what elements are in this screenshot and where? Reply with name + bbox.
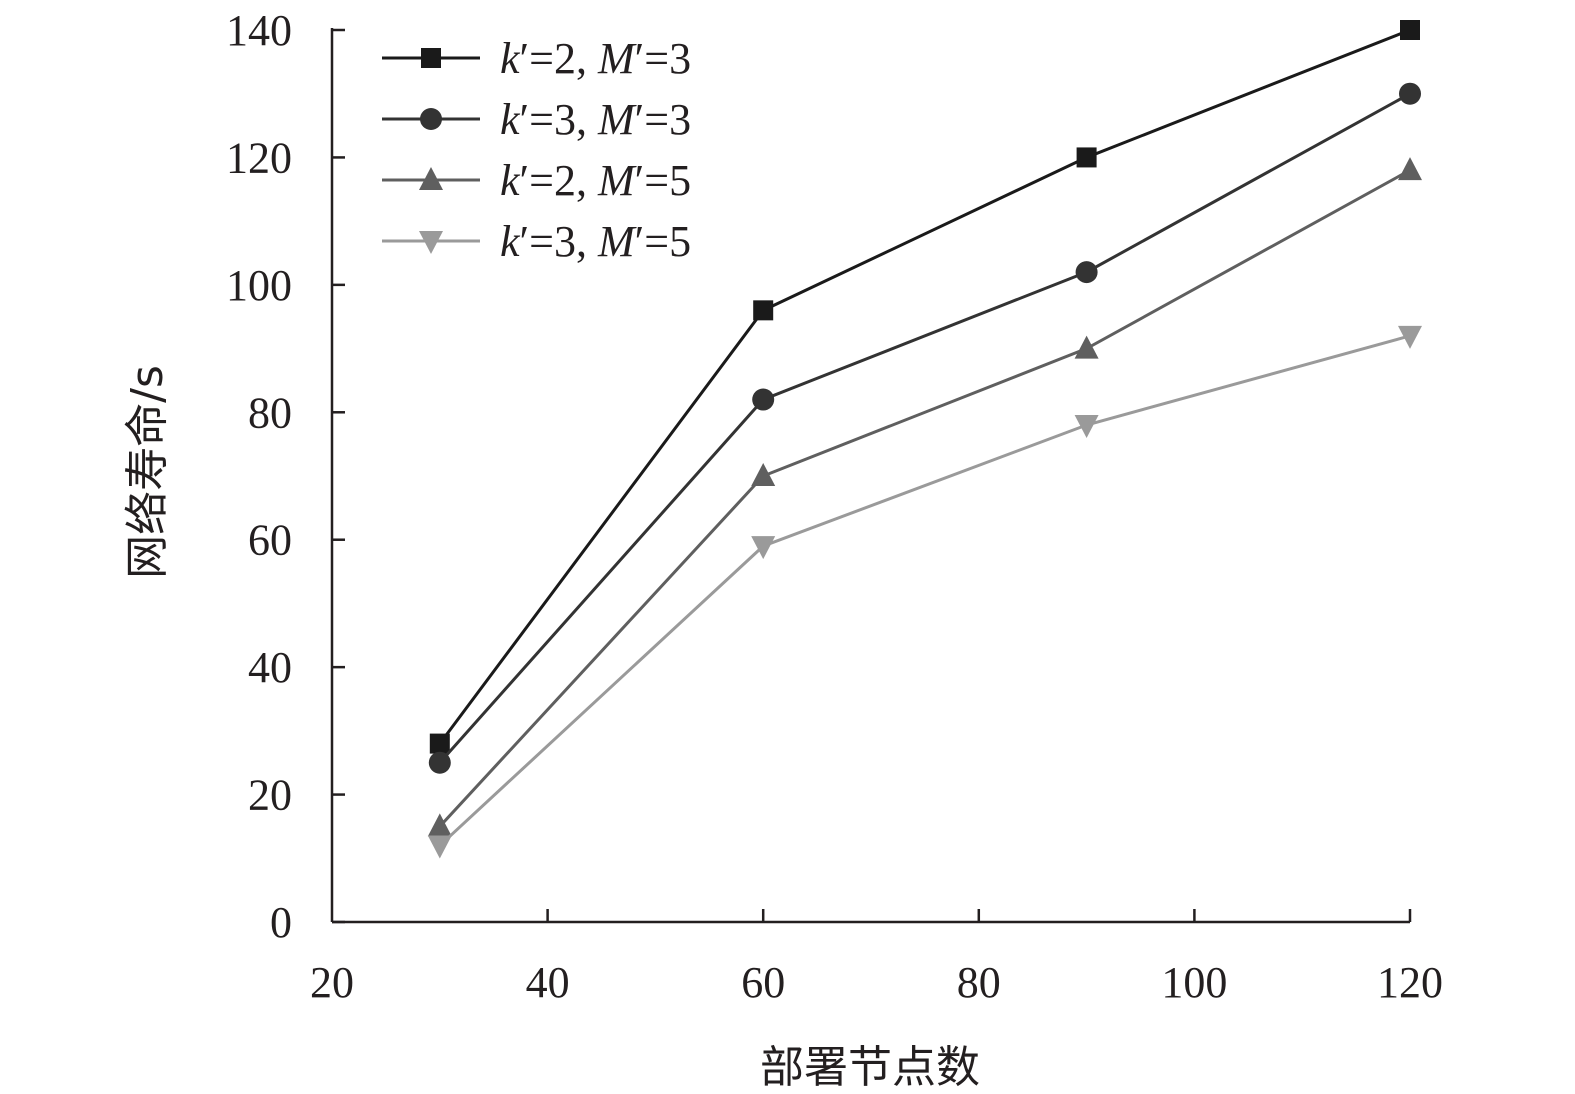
data-point: [1399, 82, 1421, 105]
x-tick-label: 20: [310, 958, 354, 1007]
legend-entry: k′=2, M′=3: [382, 34, 691, 83]
series-line: [438, 334, 1411, 847]
series-4: [427, 325, 1422, 859]
y-tick-label: 20: [248, 771, 292, 820]
legend-entry: k′=3, M′=3: [382, 95, 691, 144]
data-point: [1400, 20, 1420, 40]
series-line: [438, 168, 1411, 828]
legend-label: k′=2, M′=5: [500, 156, 691, 205]
axes: 0 20 40 60 80 100 120 140 20 40 60 80 100 120: [226, 6, 1443, 1007]
y-tick-label: 120: [226, 133, 292, 182]
data-point: [1076, 147, 1097, 168]
series-3: [427, 157, 1422, 837]
data-point: [427, 813, 452, 837]
data-point: [752, 388, 775, 411]
legend-label: k′=3, M′=3: [500, 95, 691, 144]
legend-label: k′=2, M′=3: [500, 34, 691, 83]
data-point: [1398, 325, 1422, 349]
data-point: [751, 463, 776, 486]
series-line: [438, 92, 1411, 764]
legend-marker: [419, 167, 443, 190]
x-tick-label: 120: [1377, 958, 1443, 1007]
x-tick-label: 60: [741, 958, 785, 1007]
x-tick-label: 80: [957, 958, 1001, 1007]
data-point: [753, 300, 774, 321]
y-tick-label: 140: [226, 6, 292, 55]
data-point: [429, 733, 450, 754]
series-1: [429, 20, 1420, 754]
legend-marker: [419, 231, 443, 254]
legend: k′=2, M′=3 k′=3, M′=3 k′=2, M′=5 k′=3, M′=5: [382, 34, 691, 266]
legend-entry: k′=2, M′=5: [382, 156, 691, 205]
y-tick-label: 60: [248, 516, 292, 565]
y-axis-title: 网络寿命/s: [122, 365, 173, 579]
legend-entry: k′=3, M′=5: [382, 217, 691, 266]
y-tick-label: 100: [226, 261, 292, 310]
x-tick-label: 100: [1161, 958, 1227, 1007]
y-tick-label: 0: [270, 898, 292, 947]
data-point: [1075, 261, 1098, 284]
data-point: [751, 536, 776, 560]
data-point: [428, 751, 451, 774]
data-point: [1074, 415, 1099, 439]
y-tick-label: 80: [248, 388, 292, 437]
data-point: [1398, 157, 1422, 181]
data-point: [1074, 335, 1099, 359]
legend-marker: [421, 48, 441, 68]
x-axis-title: 部署节点数: [760, 1042, 980, 1093]
series-layer: [427, 20, 1422, 859]
legend-label: k′=3, M′=5: [500, 217, 691, 266]
series-line: [438, 28, 1411, 745]
y-tick-label: 40: [248, 643, 292, 692]
series-2: [428, 82, 1421, 774]
legend-marker: [420, 108, 442, 130]
x-tick-label: 40: [526, 958, 570, 1007]
data-point: [427, 835, 452, 859]
